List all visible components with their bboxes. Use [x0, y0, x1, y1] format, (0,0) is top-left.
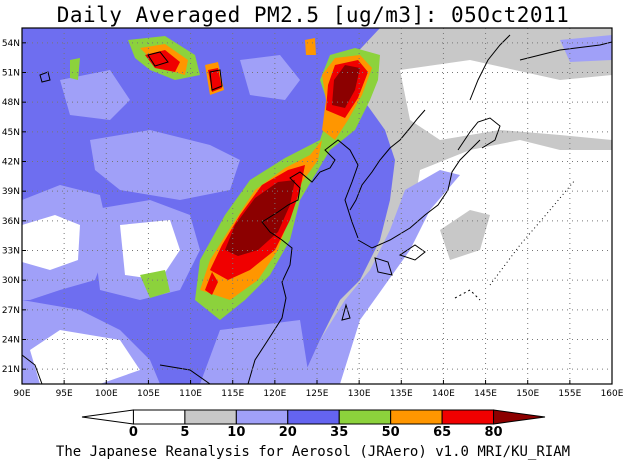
y-tick-label: 54N	[2, 39, 20, 49]
x-tick-label: 120E	[263, 389, 286, 399]
field-10-20-ne	[560, 35, 612, 62]
colorbar-segment	[493, 409, 546, 425]
colorbar-segment	[338, 409, 392, 425]
field-gt80-plume	[225, 180, 295, 256]
japan-hokkaido-coastline	[457, 117, 501, 151]
x-tick-label: 135E	[390, 389, 413, 399]
colorbar-segment	[132, 409, 186, 425]
y-tick-labels: 54N 51N 48N 45N 42N 39N 36N 33N 30N 27N 24N 21N	[2, 39, 26, 375]
island-chain	[489, 179, 576, 286]
gridlines	[22, 28, 612, 384]
footer-credit: The Japanese Reanalysis for Aerosol (JRA…	[55, 444, 571, 460]
field-35-50-spot	[70, 58, 80, 80]
field-10-20-band	[300, 170, 460, 384]
y-tick-label: 21N	[2, 365, 20, 375]
colorbar-label: 65	[433, 425, 451, 440]
coastlines	[22, 34, 612, 384]
field-0-5-north	[400, 60, 612, 140]
y-tick-label: 39N	[2, 187, 20, 197]
y-tick-label: 33N	[2, 247, 20, 257]
lake-balkhash	[39, 71, 51, 83]
colorbar-segment	[390, 409, 443, 425]
field-5-10-japan	[440, 210, 490, 260]
x-tick-label: 90E	[13, 389, 30, 399]
field-10-20-north	[240, 55, 300, 100]
taiwan-coastline	[341, 303, 351, 321]
y-tick-label: 30N	[2, 276, 20, 286]
colorbar-label: 5	[180, 425, 189, 440]
x-tick-label: 140E	[432, 389, 455, 399]
y-tick-label: 24N	[2, 336, 20, 346]
map-title: Daily Averaged PM2.5 [ug/m3]: 05Oct2011	[56, 3, 570, 27]
lake-spot	[209, 69, 223, 91]
y-tick-label: 27N	[2, 306, 20, 316]
india-coastline	[22, 354, 43, 384]
kamchatka-coastline	[519, 41, 612, 61]
field-65-80-mongolia	[145, 50, 180, 72]
x-tick-label: 155E	[558, 389, 581, 399]
y-tick-label: 42N	[2, 158, 20, 168]
field-0-5-pacific	[320, 140, 612, 384]
colorbar-label: 0	[129, 425, 138, 440]
field-0-5-tibet	[120, 220, 180, 280]
colorbar-label: 20	[279, 425, 297, 440]
field-10-20-mongolia	[90, 130, 240, 200]
vietnam-coastline	[159, 364, 211, 384]
x-tick-label: 100E	[95, 389, 118, 399]
japan-kyushu-coastline	[374, 257, 393, 276]
field-gt80-north	[332, 65, 360, 108]
colorbar: 0 5 10 20 35 50 65 80	[81, 409, 546, 440]
colorbar-label: 10	[227, 425, 245, 440]
colorbar-segment	[287, 409, 340, 425]
x-tick-label: 95E	[56, 389, 73, 399]
field-65-80-patch	[205, 272, 218, 295]
field-50-65-spot2	[305, 38, 316, 55]
japan-shikoku-coastline	[398, 244, 426, 261]
field-0-5-west	[22, 215, 80, 270]
china-coastline	[247, 139, 359, 384]
colorbar-label: 50	[382, 425, 400, 440]
colorbar-segment	[441, 409, 495, 425]
field-10-20-sea	[200, 320, 310, 384]
y-tick-label: 51N	[2, 69, 20, 79]
x-tick-label: 125E	[306, 389, 329, 399]
lake-baikal	[147, 51, 169, 67]
x-tick-label: 110E	[179, 389, 202, 399]
colorbar-segment	[81, 409, 134, 425]
japan-honshu-coastline	[357, 139, 481, 249]
y-tick-label: 36N	[2, 217, 20, 227]
x-tick-label: 115E	[221, 389, 244, 399]
colorbar-segment	[235, 409, 289, 425]
sakhalin-coastline	[469, 34, 511, 101]
colorbar-label: 35	[330, 425, 348, 440]
x-tick-label: 160E	[601, 389, 624, 399]
colorbar-segment	[184, 409, 237, 425]
x-tick-label: 130E	[348, 389, 371, 399]
y-tick-label: 48N	[2, 98, 20, 108]
pm25-field	[22, 28, 612, 384]
x-tick-label: 145E	[474, 389, 497, 399]
korea-russia-coastline	[349, 109, 426, 211]
x-tick-label: 150E	[516, 389, 539, 399]
field-0-5-south	[30, 330, 140, 384]
x-tick-label: 105E	[137, 389, 160, 399]
x-tick-labels: 90E 95E 100E 105E 110E 115E 120E 125E 130E 135E 14…	[13, 380, 624, 399]
colorbar-label: 80	[485, 425, 503, 440]
field-35-50-patch	[140, 270, 170, 298]
y-tick-label: 45N	[2, 128, 20, 138]
island-arc	[454, 289, 481, 301]
field-10-20-nw	[60, 70, 130, 120]
